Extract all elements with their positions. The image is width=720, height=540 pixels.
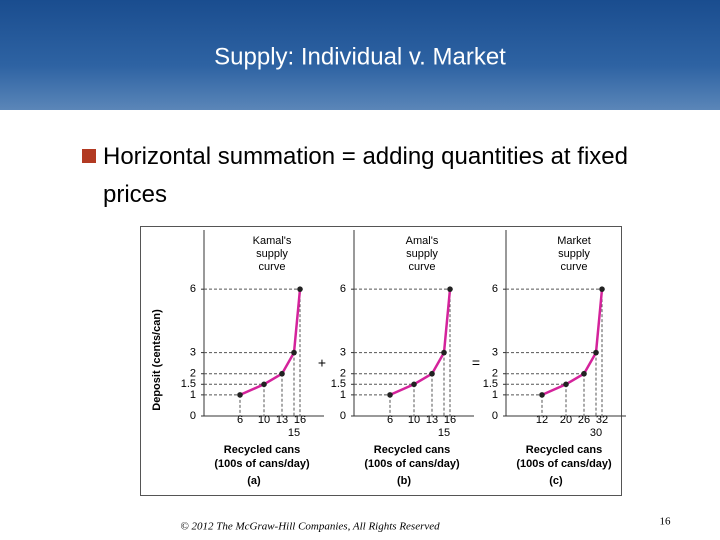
x-tick-label: 16 — [294, 414, 306, 426]
y-tick-label: 0 — [340, 410, 346, 422]
point — [599, 286, 605, 292]
point — [441, 349, 447, 356]
y-tick-label: 1 — [340, 389, 346, 401]
bullet-marker — [82, 149, 96, 163]
curve-label: supply — [558, 248, 590, 260]
y-tick-label: 1.5 — [181, 378, 196, 390]
point — [581, 370, 587, 377]
point — [593, 349, 599, 356]
curve-label: Amal's — [406, 235, 439, 247]
curve-label: supply — [406, 248, 438, 260]
y-tick-label: 1 — [492, 389, 498, 401]
x-tick-label: 16 — [444, 414, 456, 426]
y-tick-label: 3 — [190, 346, 196, 358]
figure-frame — [140, 226, 622, 496]
y-tick-label: 6 — [190, 283, 196, 295]
y-tick-label: 1.5 — [331, 378, 346, 390]
x-tick-label: 13 — [426, 414, 438, 426]
point — [291, 349, 297, 356]
x-axis-label: (100s of cans/day) — [214, 458, 310, 470]
x-tick-label: 30 — [590, 427, 602, 439]
x-tick-label: 15 — [288, 427, 300, 439]
curve-label: curve — [561, 261, 588, 273]
x-tick-label: 26 — [578, 414, 590, 426]
panel-label: (c) — [549, 475, 563, 487]
x-tick-label: 15 — [438, 427, 450, 439]
footer: © 2012 The McGraw-Hill Companies, All Ri… — [180, 521, 440, 533]
point — [261, 381, 267, 388]
x-tick-label: 13 — [276, 414, 288, 426]
x-axis-label: Recycled cans — [526, 444, 602, 456]
y-tick-label: 3 — [492, 346, 498, 358]
y-tick-label: 2 — [340, 368, 346, 380]
x-tick-label: 6 — [237, 414, 243, 426]
y-tick-label: 3 — [340, 346, 346, 358]
y-tick-label: 6 — [492, 283, 498, 295]
x-tick-label: 6 — [387, 414, 393, 426]
slide-title: Supply: Individual v. Market — [214, 43, 506, 70]
point — [539, 392, 545, 398]
curve-label: Kamal's — [253, 235, 292, 247]
curve-label: curve — [409, 261, 436, 273]
point — [387, 392, 393, 398]
x-axis-label: Recycled cans — [374, 444, 450, 456]
operator: = — [472, 355, 480, 371]
y-tick-label: 1.5 — [483, 378, 498, 390]
x-axis-label: (100s of cans/day) — [364, 458, 460, 470]
y-tick-label: 1 — [190, 389, 196, 401]
y-tick-label: 6 — [340, 283, 346, 295]
x-tick-label: 32 — [596, 414, 608, 426]
x-tick-label: 20 — [560, 414, 572, 426]
x-tick-label: 12 — [536, 414, 548, 426]
page-number: 16 — [660, 516, 672, 528]
x-axis-label: (100s of cans/day) — [516, 458, 612, 470]
point — [411, 381, 417, 388]
header-band — [0, 0, 720, 110]
point — [297, 286, 303, 292]
bullet-text: Horizontal summation = adding quantities… — [103, 143, 628, 208]
curve-label: curve — [259, 261, 286, 273]
y-tick-label: 0 — [492, 410, 498, 422]
panel-label: (b) — [397, 475, 411, 487]
y-tick-label: 2 — [492, 368, 498, 380]
point — [563, 381, 569, 388]
x-tick-label: 10 — [258, 414, 270, 426]
point — [237, 392, 243, 398]
curve-label: Market — [557, 235, 591, 247]
y-tick-label: 0 — [190, 410, 196, 422]
point — [447, 286, 453, 292]
panel-label: (a) — [247, 475, 261, 487]
operator: + — [318, 355, 326, 371]
y-tick-label: 2 — [190, 368, 196, 380]
x-axis-label: Recycled cans — [224, 444, 300, 456]
y-axis-label: Deposit (cents/can) — [151, 309, 163, 411]
point — [279, 370, 285, 377]
x-tick-label: 10 — [408, 414, 420, 426]
point — [429, 370, 435, 377]
curve-label: supply — [256, 248, 288, 260]
